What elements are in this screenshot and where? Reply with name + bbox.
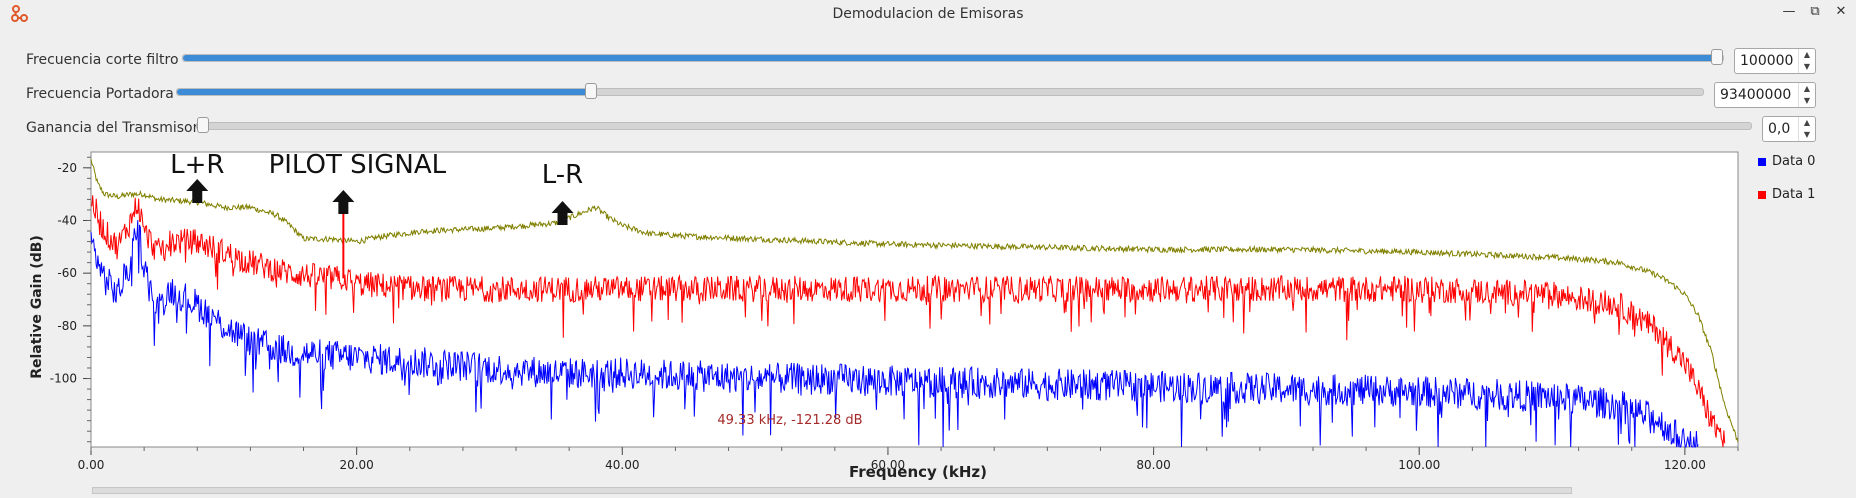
x-tick-label: 60.00	[871, 458, 905, 472]
up-arrow-icon	[551, 201, 574, 225]
trace-data2	[90, 158, 1739, 443]
annotation-label: L-R	[542, 160, 583, 190]
spinbox-value: 100000	[1740, 53, 1794, 69]
filter-cutoff-slider[interactable]	[182, 49, 1724, 65]
filter-cutoff-spinbox[interactable]: 100000 ▲ ▼	[1734, 48, 1816, 74]
spectrum-plot[interactable]: 0.00 20.00 40.00 60.00 80.00 100.00 120.00 -20 -…	[0, 143, 1815, 494]
title-bar: Demodulacion de Emisoras — ⧉ ✕	[0, 0, 1856, 28]
close-icon[interactable]: ✕	[1835, 4, 1847, 19]
slider-handle[interactable]	[197, 117, 209, 133]
window-title: Demodulacion de Emisoras	[832, 6, 1024, 22]
spectrum-plot-frame: 0.00 20.00 40.00 60.00 80.00 100.00 120.00 -20 -…	[0, 143, 1815, 494]
legend-swatch-data0	[1758, 158, 1766, 166]
y-tick-label: -80	[57, 319, 77, 333]
x-tick-label: 40.00	[605, 458, 639, 472]
x-tick-label: 120.00	[1664, 458, 1706, 472]
filter-cutoff-row: Frecuencia corte filtro 100000 ▲ ▼	[0, 46, 1856, 76]
up-arrow-icon	[332, 190, 355, 214]
up-arrow-icon	[186, 179, 209, 203]
legend-entry-data0[interactable]: Data 0	[1772, 154, 1816, 169]
app-icon	[11, 5, 28, 22]
trace-data-0	[90, 220, 1699, 448]
slider-fill	[177, 89, 591, 95]
transmitter-gain-label: Ganancia del Transmisor	[26, 120, 199, 136]
y-tick-label: -60	[57, 266, 77, 280]
x-tick-label: 80.00	[1136, 458, 1170, 472]
transmitter-gain-spinbox[interactable]: 0,0 ▲ ▼	[1762, 116, 1816, 142]
plot-annotations: L+R PILOT SIGNAL L-R	[170, 150, 583, 225]
legend-swatch-data1	[1758, 191, 1766, 199]
transmitter-gain-slider[interactable]	[196, 117, 1752, 133]
carrier-frequency-slider[interactable]	[176, 83, 1704, 99]
annotation-label: L+R	[170, 150, 224, 180]
x-axis-label: Frequency (kHz)	[849, 463, 987, 481]
plot-ticks: 0.00 20.00 40.00 60.00 80.00 100.00 120.00 -20 -…	[50, 156, 1739, 472]
horizontal-scrollbar[interactable]	[92, 487, 1572, 494]
cursor-readout: 49.33 kHz, -121.28 dB	[717, 413, 862, 428]
y-tick-label: -40	[57, 213, 77, 227]
spinbox-value: 0,0	[1768, 121, 1791, 137]
y-tick-label: -20	[57, 161, 77, 175]
x-tick-label: 20.00	[339, 458, 373, 472]
filter-cutoff-label: Frecuencia corte filtro	[26, 52, 179, 68]
minimize-icon[interactable]: —	[1782, 4, 1796, 19]
slider-fill	[183, 55, 1723, 61]
carrier-frequency-label: Frecuencia Portadora	[26, 86, 174, 102]
x-tick-label: 100.00	[1398, 458, 1440, 472]
annotation-label: PILOT SIGNAL	[269, 150, 447, 180]
slider-handle[interactable]	[585, 83, 597, 99]
y-tick-label: -100	[50, 372, 77, 386]
carrier-frequency-spinbox[interactable]: 93400000 ▲ ▼	[1714, 82, 1816, 108]
carrier-frequency-row: Frecuencia Portadora 93400000 ▲ ▼	[0, 80, 1856, 110]
trace-data-1	[90, 195, 1726, 448]
transmitter-gain-row: Ganancia del Transmisor 0,0 ▲ ▼	[0, 114, 1856, 144]
spinbox-arrows-icon[interactable]: ▲ ▼	[1798, 83, 1815, 107]
slider-handle[interactable]	[1711, 49, 1723, 65]
spinbox-value: 93400000	[1720, 87, 1792, 103]
y-axis-label: Relative Gain (dB)	[29, 235, 45, 379]
plot-traces	[90, 158, 1739, 448]
maximize-icon[interactable]: ⧉	[1810, 4, 1820, 19]
legend-panel: Data 0 Data 1	[1756, 154, 1852, 214]
spinbox-arrows-icon[interactable]: ▲ ▼	[1798, 117, 1815, 141]
x-tick-label: 0.00	[78, 458, 105, 472]
legend-entry-data1[interactable]: Data 1	[1772, 187, 1816, 202]
spinbox-arrows-icon[interactable]: ▲ ▼	[1798, 49, 1815, 73]
